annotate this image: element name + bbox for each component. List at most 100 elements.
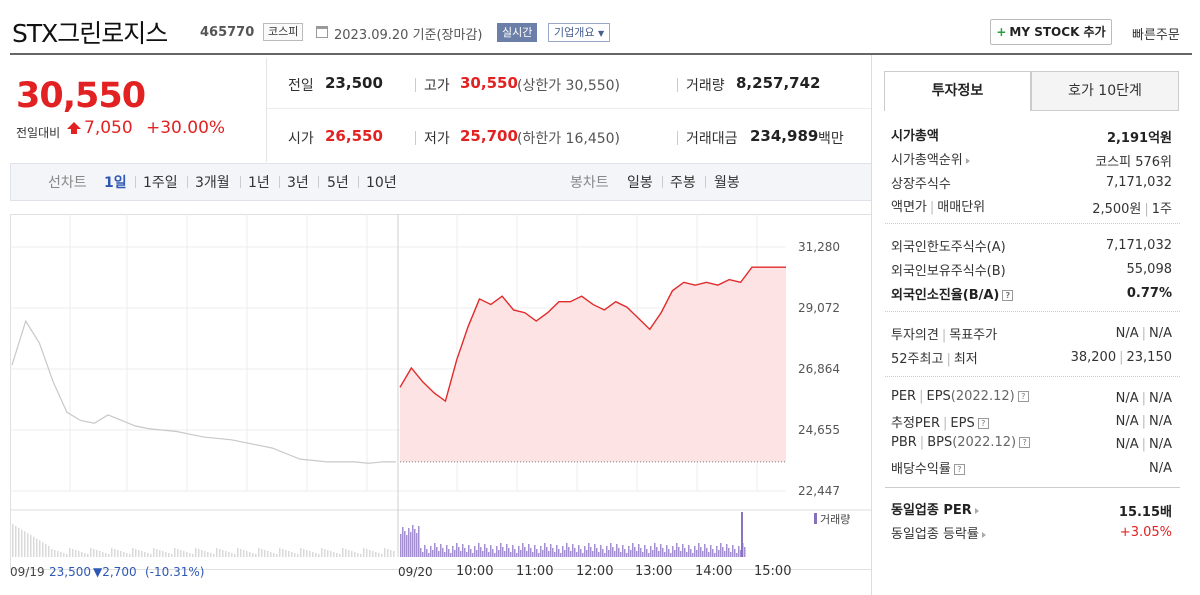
volume-bar	[548, 551, 550, 557]
volume-bar	[375, 552, 377, 557]
volume-bar	[15, 526, 17, 557]
stock-name: STX그린로지스	[12, 19, 168, 48]
opinion-value-row: N/A | N/A	[1115, 326, 1172, 341]
volume-bar	[108, 554, 110, 557]
volume-bar	[700, 547, 702, 557]
tab-10y[interactable]: 10년	[366, 175, 397, 191]
x-tick-label: 11:00	[516, 564, 554, 579]
volume-bar	[722, 547, 724, 557]
volume-bar	[219, 549, 221, 557]
down-arrow-icon: ▼	[93, 565, 103, 579]
volume-bar	[430, 546, 432, 557]
volume-bar	[642, 552, 644, 557]
volume-bar	[644, 545, 646, 557]
x-tick-label: 15:00	[754, 564, 792, 579]
divider	[279, 176, 280, 188]
volume-bar	[650, 546, 652, 557]
volume-bar	[288, 551, 290, 557]
volume-bar	[129, 554, 131, 557]
volume-bar	[658, 551, 660, 557]
volume-bar	[718, 550, 720, 557]
bps-label: BPS	[927, 435, 953, 450]
volume-bar	[680, 551, 682, 557]
volume-bar	[406, 535, 408, 557]
volume-bar	[602, 549, 604, 557]
tab-order-book[interactable]: 호가 10단계	[1031, 71, 1179, 111]
x-tick-label: 09/20	[398, 565, 433, 579]
volume-bar	[640, 548, 642, 557]
volume-bar	[36, 538, 38, 557]
peer-per-label: 동일업종 PER	[891, 503, 972, 518]
volume-bar	[144, 552, 146, 557]
help-icon[interactable]: ?	[1019, 437, 1031, 448]
help-icon[interactable]: ?	[1017, 391, 1029, 402]
volume-bar	[153, 548, 155, 557]
divider	[885, 487, 1180, 488]
peer-change-link[interactable]: 동일업종 등락률	[891, 523, 986, 542]
opinion-label: 투자의견	[891, 328, 939, 343]
x-tick-label: 13:00	[635, 564, 673, 579]
tab-monthly[interactable]: 월봉	[714, 175, 740, 191]
volume-bar	[436, 547, 438, 557]
volume-bar	[126, 553, 128, 557]
market-cap-rank-link[interactable]: 시가총액순위	[891, 149, 970, 168]
prev-close-label: 전일	[288, 78, 314, 94]
volume-bar	[123, 552, 125, 557]
divider	[415, 78, 416, 92]
realtime-button[interactable]: 실시간	[497, 23, 538, 42]
tab-daily[interactable]: 일봉	[627, 175, 653, 191]
volume-bar	[225, 551, 227, 557]
volume-bar	[544, 543, 546, 557]
volume-bar	[189, 553, 191, 557]
volume-bar	[87, 554, 89, 557]
volume-bar	[60, 552, 62, 557]
tab-5y[interactable]: 5년	[327, 175, 349, 191]
quick-order-button[interactable]: 빠른주문	[1132, 28, 1180, 43]
volume-bars-layer	[12, 512, 746, 557]
price-chart[interactable]	[10, 214, 872, 589]
volume-bar	[502, 547, 504, 557]
tab-3y[interactable]: 3년	[287, 175, 309, 191]
help-icon[interactable]: ?	[977, 418, 989, 429]
volume-bar	[490, 545, 492, 557]
w52-high-label: 52주최고	[891, 352, 944, 367]
volume-bar	[414, 529, 416, 557]
volume-bar	[738, 546, 740, 557]
volume-bar	[468, 545, 470, 557]
volume-bar	[180, 550, 182, 557]
volume-bar	[696, 550, 698, 557]
volume-bar	[524, 547, 526, 557]
help-icon[interactable]: ?	[953, 464, 965, 475]
help-icon[interactable]: ?	[1002, 290, 1014, 301]
volume-bar	[566, 543, 568, 557]
peer-per-link[interactable]: 동일업종 PER	[891, 499, 979, 518]
chevron-right-icon	[981, 531, 986, 538]
volume-bar	[636, 551, 638, 557]
high-label: 고가	[424, 78, 450, 94]
tab-weekly[interactable]: 주봉	[670, 175, 696, 191]
per-eps-value-row: N/A | N/A	[1115, 391, 1172, 406]
volume-bar	[264, 550, 266, 557]
open-label: 시가	[288, 131, 314, 147]
tab-3m[interactable]: 3개월	[195, 175, 230, 191]
est-per-label: 추정PER	[891, 416, 941, 431]
volume-bar	[21, 529, 23, 557]
company-info-dropdown[interactable]: 기업개요 ▼	[548, 23, 611, 42]
volume-bar	[594, 544, 596, 557]
volume-bar	[30, 535, 32, 557]
tab-1d[interactable]: 1일	[104, 175, 127, 191]
tab-1w[interactable]: 1주일	[143, 175, 178, 191]
pbr-bps-label-row: PBR | BPS(2022.12)?	[891, 435, 1031, 450]
volume-bar	[624, 549, 626, 557]
series-line-prev-day	[11, 319, 396, 464]
tab-invest-info[interactable]: 투자정보	[884, 71, 1031, 111]
divider	[885, 223, 1180, 224]
volume-bar	[84, 553, 86, 557]
my-stock-add-button[interactable]: + MY STOCK 추가	[990, 19, 1112, 45]
volume-bar	[120, 551, 122, 557]
volume-bar	[150, 554, 152, 557]
volume-bar	[564, 550, 566, 557]
series-area-today	[400, 267, 786, 462]
volume-bar	[348, 550, 350, 557]
tab-1y[interactable]: 1년	[248, 175, 270, 191]
